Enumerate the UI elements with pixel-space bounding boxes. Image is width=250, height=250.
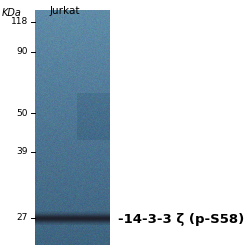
Text: KDa: KDa xyxy=(2,8,22,18)
Text: 118: 118 xyxy=(11,18,28,26)
Text: -14-3-3 ζ (p-S58): -14-3-3 ζ (p-S58) xyxy=(118,214,243,226)
Text: Jurkat: Jurkat xyxy=(50,6,80,16)
Text: 50: 50 xyxy=(16,108,28,118)
Text: 27: 27 xyxy=(16,214,28,222)
Text: 90: 90 xyxy=(16,48,28,56)
Text: 39: 39 xyxy=(16,148,28,156)
